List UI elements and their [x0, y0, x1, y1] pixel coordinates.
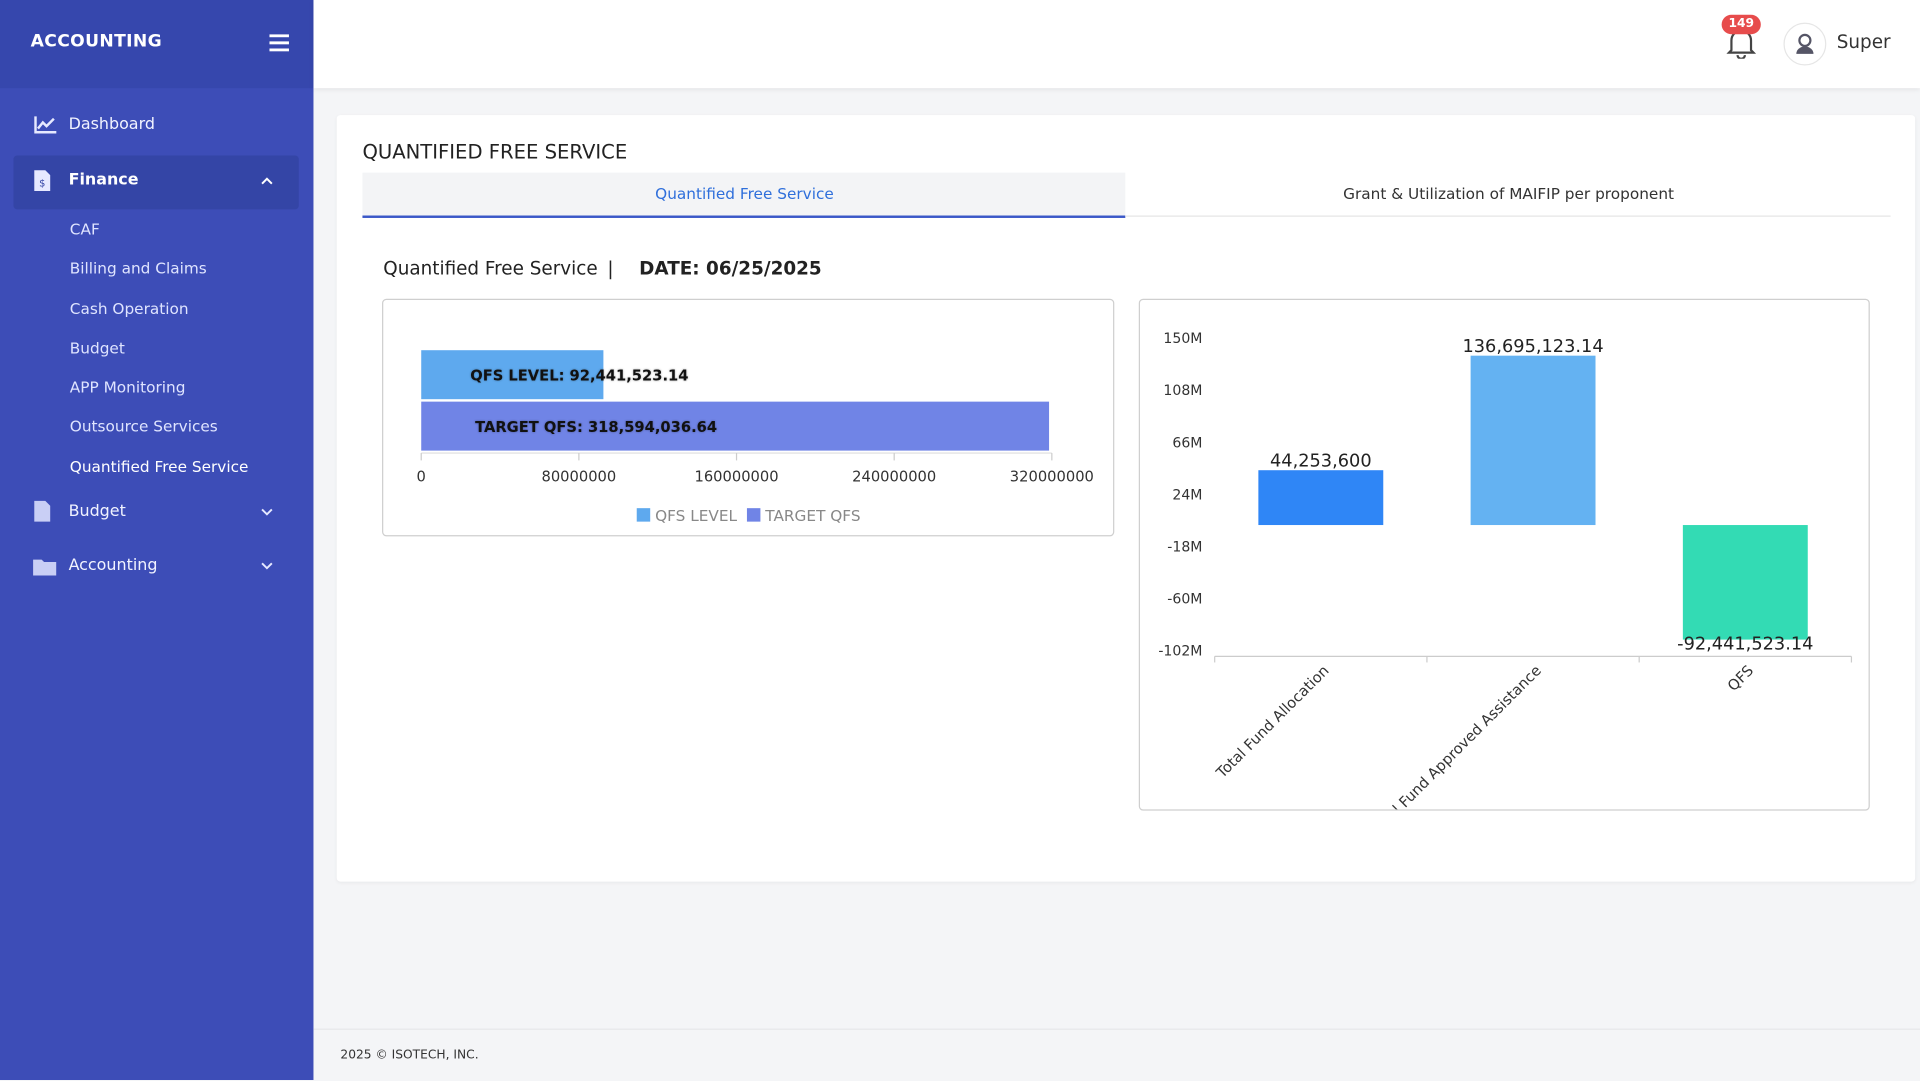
budget-icon: [34, 500, 51, 522]
menu-item[interactable]: Finance: [68, 170, 139, 190]
bar: [1682, 525, 1808, 640]
bar: [1470, 355, 1596, 526]
menu-item[interactable]: Accounting: [68, 556, 158, 575]
menu-item[interactable]: Dashboard: [68, 115, 155, 135]
x-tick-label: 80000000: [541, 469, 616, 486]
x-tick-label: 320000000: [1010, 469, 1094, 486]
avatar[interactable]: [1783, 22, 1827, 66]
x-tick-label: 160000000: [694, 469, 778, 486]
y-tick-label: 150M: [1163, 331, 1202, 347]
page-title: QUANTIFIED FREE SERVICE: [362, 140, 628, 164]
submenu-item[interactable]: Billing and Claims: [69, 258, 207, 278]
tab-label[interactable]: Quantified Free Service: [655, 184, 834, 203]
x-tick-label: 240000000: [852, 469, 936, 486]
chevron-down[interactable]: [261, 508, 273, 517]
tab-label[interactable]: Grant & Utilization of MAIFIP per propon…: [1343, 184, 1675, 203]
y-tick-label: -60M: [1167, 591, 1202, 607]
legend-label: QFS LEVEL: [655, 507, 737, 525]
menu-toggle[interactable]: [269, 34, 289, 52]
user-name[interactable]: Super: [1836, 30, 1891, 53]
footer-text: 2025 © ISOTECH, INC.: [340, 1048, 479, 1063]
brand: ACCOUNTING: [30, 31, 163, 52]
finance-icon: $: [34, 170, 51, 192]
y-tick-label: -18M: [1167, 539, 1202, 555]
y-tick-label: -102M: [1158, 643, 1202, 659]
submenu-item[interactable]: APP Monitoring: [69, 377, 186, 397]
value-label: -92,441,523.14: [1677, 634, 1813, 654]
tab-active[interactable]: [362, 172, 1126, 218]
menu-item-active[interactable]: [13, 155, 299, 210]
top-bar: 149 Super: [313, 0, 1920, 89]
submenu-item[interactable]: CAF: [69, 219, 100, 239]
submenu-item[interactable]: Cash Operation: [69, 299, 189, 318]
svg-text:$: $: [39, 179, 45, 190]
brand-bar: ACCOUNTING: [0, 0, 314, 89]
legend-swatch: [746, 508, 761, 522]
sidebar: ACCOUNTING Dashboard $ Finance CAF Billi…: [0, 0, 314, 1080]
y-tick-label: 24M: [1172, 487, 1202, 503]
value-label: 136,695,123.14: [1462, 337, 1603, 357]
bar: [421, 350, 604, 400]
chart-1: 0 80000000 160000000 240000000 320000000 QFS …: [417, 350, 1094, 525]
notification-badge: 149: [1721, 14, 1761, 35]
submenu-item[interactable]: Outsource Services: [69, 416, 218, 436]
bar-label: TARGET QFS: 318,594,036.64: [475, 419, 717, 436]
footer: 2025 © ISOTECH, INC.: [313, 1028, 1920, 1081]
x-tick-label: 0: [417, 469, 426, 486]
bar: [1258, 470, 1384, 526]
y-tick-label: 108M: [1163, 383, 1202, 399]
dashboard-icon: [34, 116, 57, 134]
menu-item[interactable]: Budget: [68, 502, 126, 522]
submenu-item[interactable]: Budget: [69, 338, 125, 357]
tab-divider: [1125, 215, 1891, 217]
chevron-up[interactable]: [261, 176, 273, 185]
legend-swatch: [636, 508, 651, 522]
chart-frame: [1138, 298, 1870, 811]
folder-icon: [33, 559, 57, 576]
value-label: 44,253,600: [1270, 452, 1372, 472]
date-label: DATE: 06/25/2025: [639, 257, 822, 280]
chevron-down[interactable]: [261, 562, 273, 571]
submenu-item-active[interactable]: Quantified Free Service: [69, 457, 249, 476]
legend-label: TARGET QFS: [764, 507, 860, 525]
y-tick-label: 66M: [1172, 435, 1202, 451]
bar-label: QFS LEVEL: 92,441,523.14: [470, 368, 688, 385]
section-title: Quantified Free Service: [383, 257, 598, 280]
separator: |: [607, 257, 614, 280]
bar: [421, 401, 1050, 451]
